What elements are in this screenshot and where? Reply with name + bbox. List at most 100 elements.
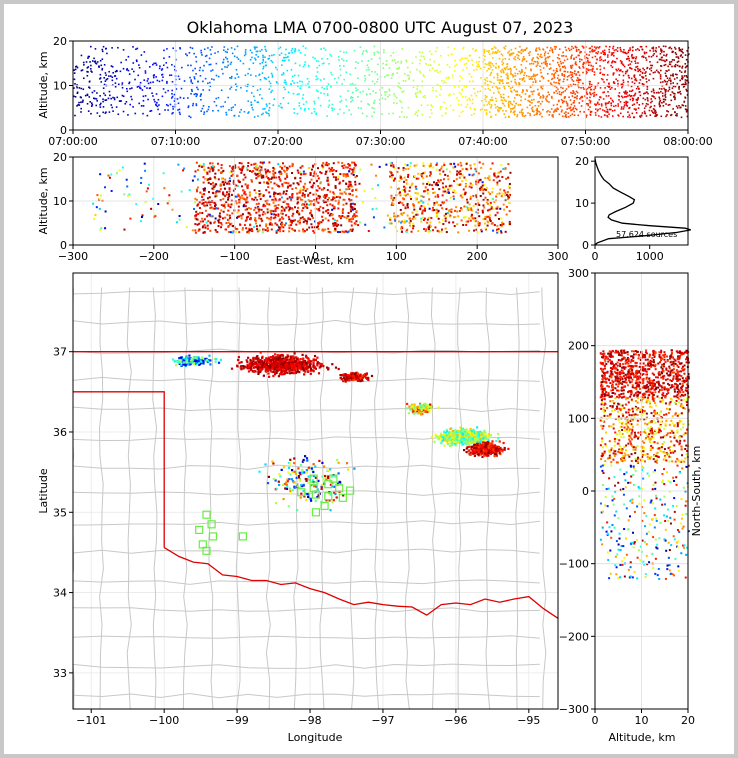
plan-view-source xyxy=(305,365,308,368)
east-west-source xyxy=(302,170,305,173)
time-height-source xyxy=(128,73,131,75)
time-height-source xyxy=(628,59,631,62)
time-height-source xyxy=(652,46,655,49)
time-height-source xyxy=(385,63,388,66)
time-height-source xyxy=(100,81,103,83)
east-west-source xyxy=(287,209,290,212)
time-height-source xyxy=(530,99,533,101)
time-height-source xyxy=(345,71,348,74)
east-west-source xyxy=(220,209,223,212)
east-west-source xyxy=(262,194,265,197)
east-west-source xyxy=(228,182,231,185)
east-west-source xyxy=(255,164,258,167)
east-west-source xyxy=(244,176,247,179)
plan-view-source xyxy=(249,358,252,362)
time-height-source xyxy=(209,63,212,66)
plan-view-source xyxy=(290,371,293,374)
time-height-source xyxy=(604,87,606,89)
time-height-source xyxy=(522,58,524,60)
time-height-source xyxy=(590,93,592,96)
time-height-source xyxy=(401,91,404,93)
time-height-source xyxy=(339,50,342,53)
time-height-source xyxy=(627,49,630,52)
east-west-source xyxy=(271,176,274,179)
time-height-source xyxy=(578,102,581,104)
time-height-source xyxy=(578,79,580,81)
east-west-source xyxy=(243,192,246,195)
time-height-source xyxy=(416,68,418,71)
east-west-source xyxy=(238,195,241,198)
east-west-source xyxy=(438,221,441,224)
east-west-source xyxy=(247,231,250,234)
time-height-source xyxy=(253,116,256,118)
time-height-source xyxy=(582,63,584,65)
east-west-source xyxy=(452,216,455,219)
time-height-source xyxy=(621,85,624,87)
time-height-source xyxy=(485,113,488,116)
time-height-source xyxy=(172,47,174,50)
east-west-source xyxy=(400,176,403,179)
east-west-source xyxy=(196,178,199,181)
east-west-source xyxy=(393,212,396,215)
east-west-source xyxy=(331,208,334,211)
east-west-source xyxy=(128,193,131,196)
east-west-source xyxy=(327,182,330,185)
east-west-source xyxy=(475,228,478,231)
east-west-source xyxy=(330,214,333,217)
east-west-source xyxy=(461,168,464,171)
east-west-source xyxy=(282,200,285,203)
time-height-source xyxy=(337,113,339,115)
time-height-source xyxy=(464,57,466,59)
east-west-source xyxy=(342,203,345,206)
east-west-source xyxy=(406,214,409,217)
time-height-source xyxy=(373,99,376,102)
time-height-source xyxy=(189,76,191,79)
time-height-source xyxy=(504,68,507,71)
east-west-source xyxy=(154,215,157,218)
east-west-source xyxy=(349,208,352,211)
east-west-source xyxy=(310,213,313,216)
east-west-source xyxy=(291,165,294,168)
plan-view-source xyxy=(246,363,249,366)
time-height-source xyxy=(270,91,272,93)
time-height-source xyxy=(361,53,364,55)
time-height-source xyxy=(685,83,687,85)
time-height-source xyxy=(637,70,639,73)
time-height-source xyxy=(419,72,422,74)
time-height-source xyxy=(391,74,393,77)
east-west-source xyxy=(475,211,478,214)
time-height-source xyxy=(152,76,155,79)
time-height-source xyxy=(99,77,102,79)
time-height-source xyxy=(395,96,398,99)
east-west-source xyxy=(405,220,408,223)
plan-view-source xyxy=(314,358,317,361)
east-west-source xyxy=(209,168,212,171)
time-height-source xyxy=(528,54,531,56)
time-height-source xyxy=(273,98,276,101)
time-height-source xyxy=(121,82,124,84)
histogram-frame xyxy=(594,156,689,246)
east-west-source xyxy=(229,231,232,234)
time-height-source xyxy=(193,77,196,80)
east-west-source xyxy=(272,166,275,169)
plan-view-source xyxy=(250,364,253,367)
east-west-source xyxy=(283,170,286,173)
east-west-source xyxy=(273,182,276,185)
time-height-source xyxy=(533,73,535,76)
time-height-source xyxy=(391,59,394,62)
east-west-source xyxy=(201,202,204,205)
east-west-source xyxy=(402,197,405,200)
time-height-source xyxy=(80,54,83,57)
east-west-source xyxy=(452,191,455,194)
plan-view-source xyxy=(286,354,289,357)
time-height-source xyxy=(630,55,633,57)
time-height-source xyxy=(519,51,521,54)
east-west-source xyxy=(390,197,393,200)
east-west-source xyxy=(332,176,335,179)
time-height-source xyxy=(629,49,632,51)
east-west-source xyxy=(221,177,224,180)
east-west-source xyxy=(272,217,275,220)
east-west-source xyxy=(327,227,330,230)
time-height-source xyxy=(106,52,108,55)
plan-view-source xyxy=(312,362,315,365)
